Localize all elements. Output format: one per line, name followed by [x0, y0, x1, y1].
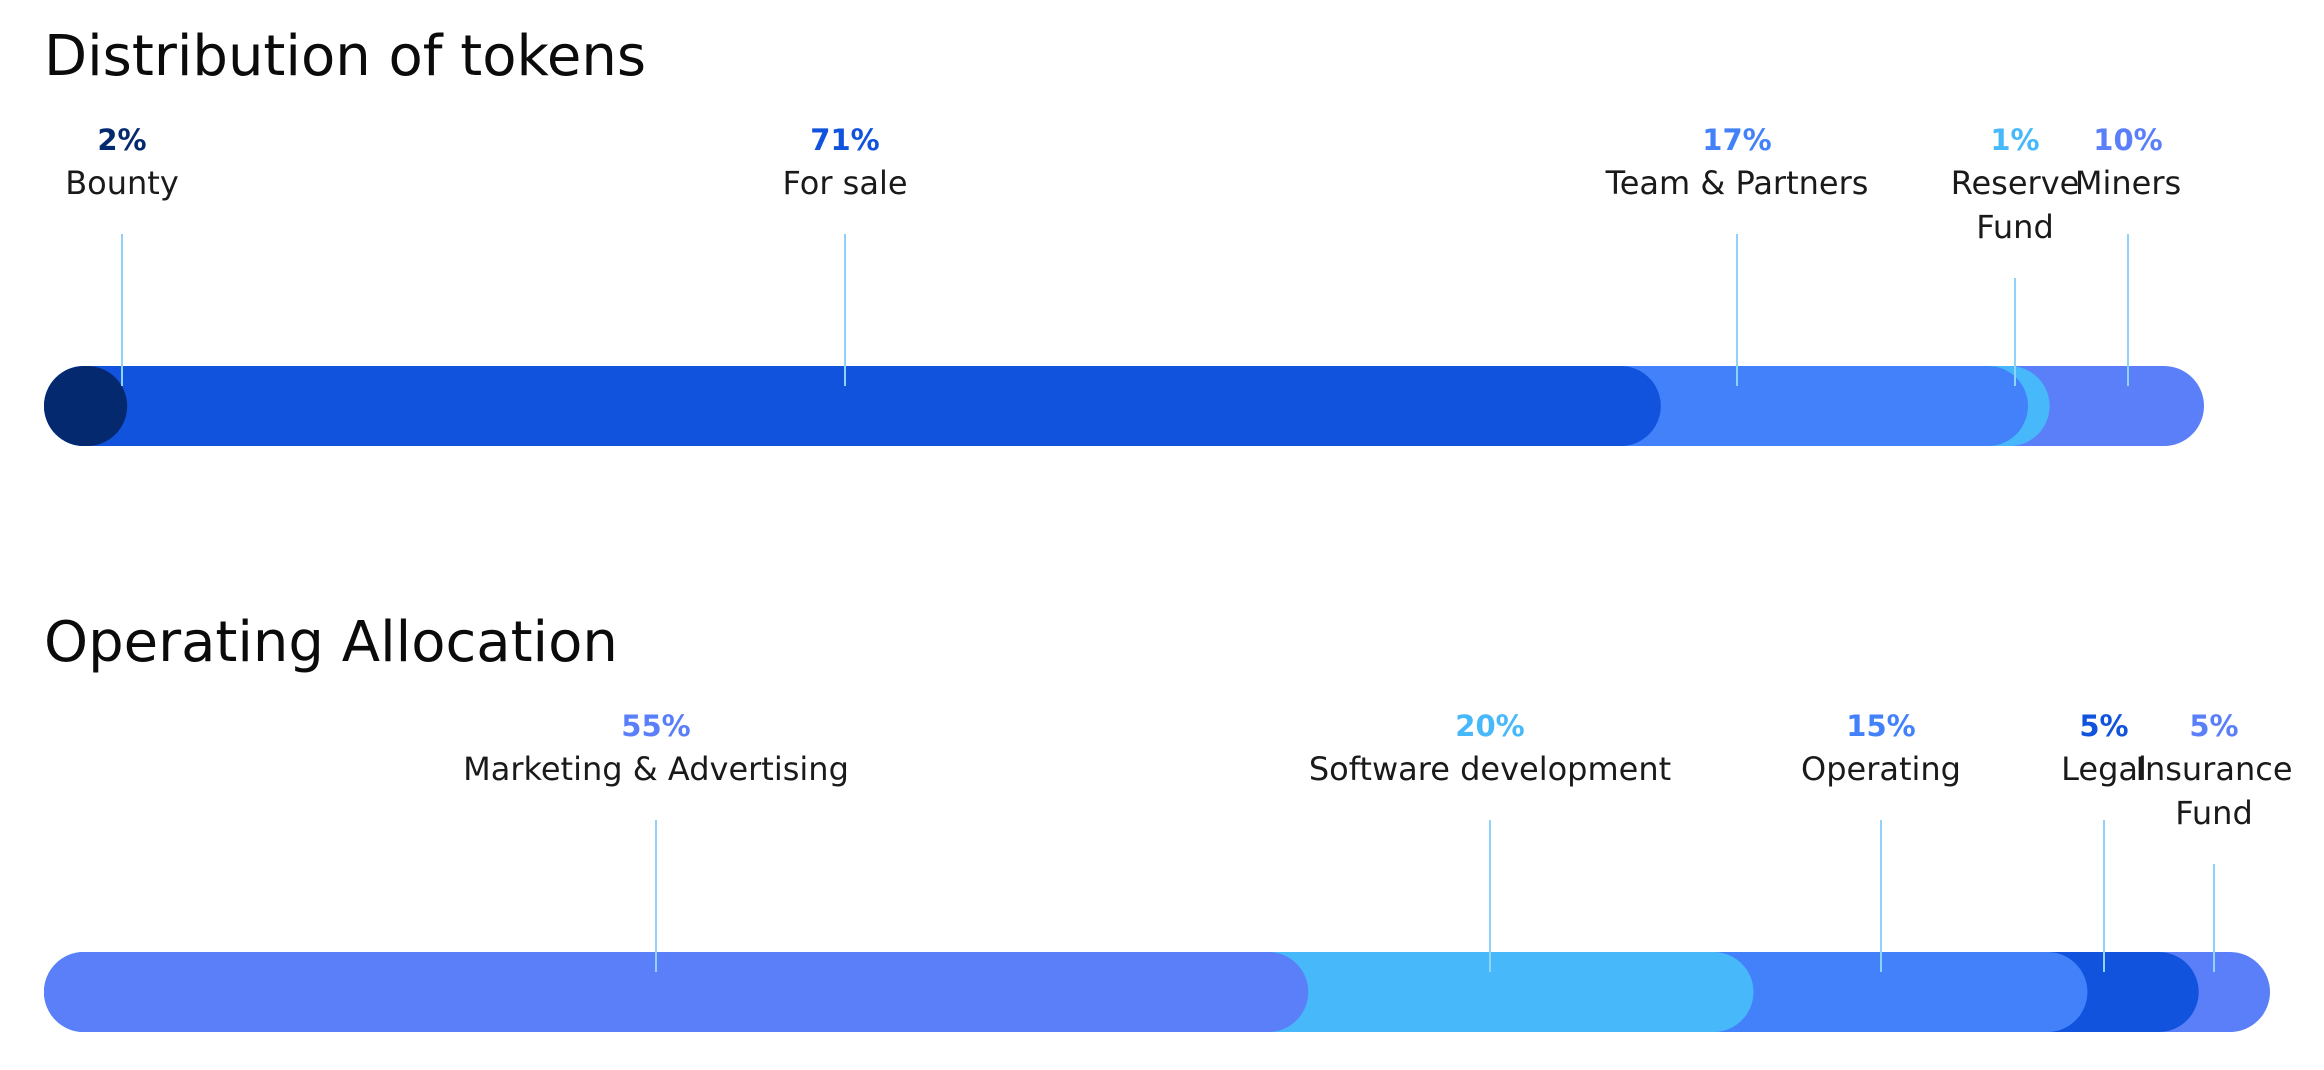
category-label-line: Fund	[1976, 208, 2054, 246]
bar-segment-bounty	[44, 366, 128, 446]
category-label-line: Insurance	[2136, 750, 2293, 788]
category-label-software-development: Software development	[1309, 750, 1671, 788]
category-label-team-and-partners: Team & Partners	[1605, 164, 1869, 202]
category-label-line: Fund	[2175, 794, 2253, 832]
value-label-insurance-fund: 5%	[2189, 709, 2238, 743]
value-label-team-and-partners: 17%	[1702, 123, 1771, 157]
category-label-line: Reserve	[1951, 164, 2080, 202]
value-label-marketing-and-advertising: 55%	[621, 709, 690, 743]
value-label-reserve-fund: 1%	[1990, 123, 2039, 157]
category-label-line: Team & Partners	[1605, 164, 1869, 202]
value-label-operating: 15%	[1846, 709, 1915, 743]
category-label-bounty: Bounty	[65, 164, 179, 202]
category-label-line: Miners	[2075, 164, 2181, 202]
category-label-line: Bounty	[65, 164, 179, 202]
bar-segment-marketing-and-advertising	[44, 952, 1309, 1032]
category-label-for-sale: For sale	[782, 164, 907, 202]
category-label-reserve-fund: Reserve Fund	[1951, 164, 2080, 246]
category-label-legal: Legal	[2061, 750, 2147, 788]
value-label-miners: 10%	[2093, 123, 2162, 157]
distribution-chart: Distribution of tokens 2% Bounty 71% For sal…	[44, 24, 2204, 446]
chart-title: Distribution of tokens	[44, 24, 646, 89]
category-label-operating: Operating	[1801, 750, 1961, 788]
category-label-line: For sale	[782, 164, 907, 202]
value-label-bounty: 2%	[97, 123, 146, 157]
value-label-software-development: 20%	[1455, 709, 1524, 743]
value-label-legal: 5%	[2079, 709, 2128, 743]
category-label-line: Software development	[1309, 750, 1671, 788]
category-label-marketing-and-advertising: Marketing & Advertising	[463, 750, 849, 788]
category-label-insurance-fund: Insurance Fund	[2136, 750, 2293, 832]
chart-title: Operating Allocation	[44, 610, 618, 675]
value-label-for-sale: 71%	[810, 123, 879, 157]
category-label-line: Marketing & Advertising	[463, 750, 849, 788]
category-label-line: Legal	[2061, 750, 2147, 788]
bar-segment-for-sale	[44, 366, 1661, 446]
category-label-line: Operating	[1801, 750, 1961, 788]
category-label-miners: Miners	[2075, 164, 2181, 202]
